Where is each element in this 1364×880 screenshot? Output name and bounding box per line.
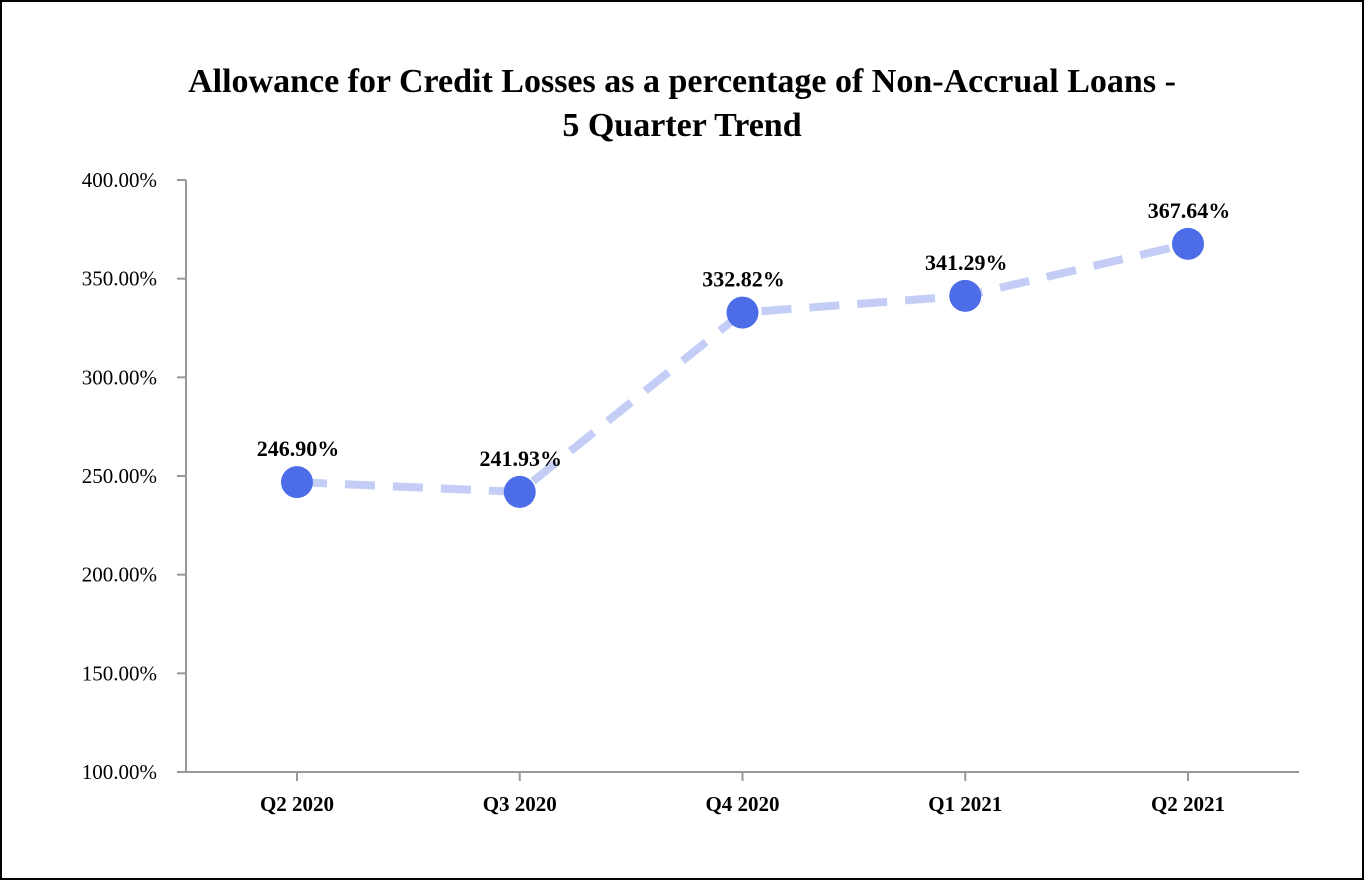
y-tick-label: 300.00% [82, 365, 157, 389]
x-category-label: Q2 2020 [260, 792, 334, 816]
x-category-label: Q2 2021 [1151, 792, 1225, 816]
chart-title-line-1: Allowance for Credit Losses as a percent… [188, 63, 1176, 100]
y-tick-label: 100.00% [82, 760, 157, 784]
chart-title-line-2: 5 Quarter Trend [562, 107, 802, 144]
data-point [503, 475, 536, 508]
x-category-label: Q4 2020 [705, 792, 779, 816]
y-tick-label: 350.00% [82, 267, 157, 291]
y-tick-label: 250.00% [82, 464, 157, 488]
y-tick-label: 400.00% [82, 168, 157, 192]
data-point [281, 466, 313, 499]
data-label: 241.93% [480, 446, 563, 471]
chart-title: Allowance for Credit Losses as a percent… [0, 60, 1364, 148]
data-label: 341.29% [925, 250, 1008, 275]
data-point [726, 296, 759, 329]
data-point [1172, 227, 1204, 260]
y-tick-label: 200.00% [82, 563, 157, 587]
x-category-label: Q1 2021 [928, 792, 1002, 816]
data-label: 367.64% [1148, 198, 1231, 223]
data-point [949, 279, 982, 312]
data-label: 246.90% [257, 436, 340, 461]
x-category-label: Q3 2020 [483, 792, 557, 816]
data-label: 332.82% [702, 267, 785, 292]
y-tick-label: 150.00% [82, 661, 157, 685]
